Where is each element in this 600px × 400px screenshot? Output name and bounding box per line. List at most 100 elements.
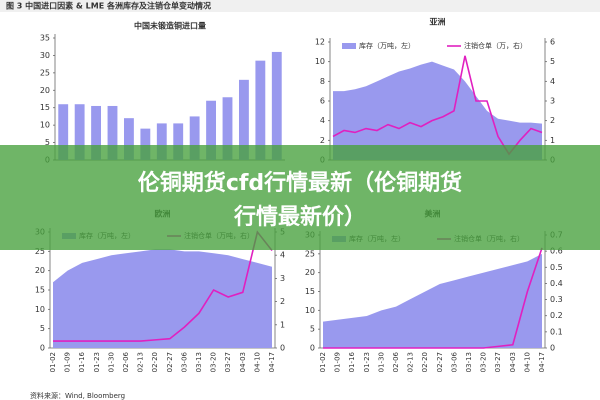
bar <box>156 123 167 160</box>
y-tick-label: 15 <box>40 103 50 112</box>
banner-line: 伦铜期货cfd行情最新（伦铜期货 <box>138 170 462 196</box>
y2-tick-label: 2 <box>550 116 555 125</box>
line <box>323 247 543 349</box>
y-tick-label: 10 <box>305 306 315 315</box>
x-tick-label: 03-06 <box>450 351 458 372</box>
x-tick-label: 03-13 <box>465 352 473 372</box>
bar <box>222 97 233 160</box>
x-tick-label: 02-06 <box>122 351 130 372</box>
bar <box>271 51 282 160</box>
y-tick-label: 10 <box>40 121 50 130</box>
y2-tick-label: 3 <box>550 97 555 106</box>
x-tick-label: 02-13 <box>407 352 415 372</box>
area <box>333 61 542 160</box>
x-tick-label: 04-10 <box>523 352 531 372</box>
x-tick-label: 03-13 <box>195 352 203 372</box>
y2-tick-label: 0 <box>550 344 555 353</box>
y-tick-label: 20 <box>305 268 315 277</box>
x-tick-label: 03-27 <box>224 352 232 372</box>
y2-tick-label: 0.5 <box>550 263 563 272</box>
x-tick-label: 04-17 <box>538 352 546 372</box>
x-tick-label: 01-23 <box>93 352 101 372</box>
x-tick-label: 01-02 <box>49 352 57 372</box>
bar <box>255 60 266 160</box>
figure-title: 图 3 中国进口因素 & LME 各洲库存及注销仓单变动情况 <box>6 1 211 11</box>
y2-tick-label: 0.3 <box>550 295 563 304</box>
x-tick-label: 01-02 <box>319 352 327 372</box>
bar <box>173 123 184 160</box>
x-tick-label: 02-20 <box>151 352 159 372</box>
bar <box>124 118 134 160</box>
y-tick-label: 25 <box>305 249 315 258</box>
y-tick-label: 0 <box>310 344 315 353</box>
legend-swatch <box>342 43 356 49</box>
y-tick-label: 30 <box>40 51 50 60</box>
x-tick-label: 01-30 <box>377 352 385 372</box>
y-tick-label: 25 <box>40 68 50 77</box>
y-tick-label: 5 <box>310 325 315 334</box>
y2-tick-label: 2 <box>280 297 285 306</box>
y-tick-label: 25 <box>35 247 45 256</box>
chart-title: 亚洲 <box>430 18 446 27</box>
x-tick-label: 02-06 <box>392 351 400 372</box>
x-tick-label: 01-09 <box>334 352 342 372</box>
y2-tick-label: 3 <box>280 274 285 283</box>
chart-title: 中国未锻造铜进口量 <box>134 21 206 31</box>
area <box>53 249 272 348</box>
legend-label: 注销仓单（万，右） <box>464 41 527 50</box>
y2-tick-label: 0.4 <box>550 279 563 288</box>
y-tick-label: 0 <box>40 344 45 353</box>
y-tick-label: 12 <box>315 38 325 47</box>
x-tick-label: 04-03 <box>239 352 247 372</box>
y-tick-label: 2 <box>320 136 325 145</box>
x-tick-label: 03-20 <box>480 352 488 372</box>
header-bar <box>0 0 600 12</box>
x-tick-label: 01-16 <box>348 351 356 372</box>
bar <box>91 105 101 160</box>
x-tick-label: 01-30 <box>107 352 115 372</box>
area <box>323 253 542 348</box>
x-tick-label: 03-27 <box>494 352 502 372</box>
y2-tick-label: 0.6 <box>550 247 563 256</box>
y2-tick-label: 4 <box>550 77 555 86</box>
bar <box>189 116 200 160</box>
y-tick-label: 10 <box>35 305 45 314</box>
x-tick-label: 02-13 <box>137 352 145 372</box>
banner-line: 行情最新价） <box>233 204 366 230</box>
y2-tick-label: 0 <box>280 344 285 353</box>
charts: 中国未锻造铜进口量05101520253035亚洲024681012012345… <box>35 18 563 373</box>
x-tick-label: 01-16 <box>78 351 86 372</box>
y-tick-label: 20 <box>40 86 50 95</box>
y2-tick-label: 0.2 <box>550 311 563 320</box>
y-tick-label: 4 <box>320 116 325 125</box>
x-tick-label: 04-17 <box>268 352 276 372</box>
x-tick-label: 03-06 <box>180 351 188 372</box>
x-tick-label: 04-03 <box>509 352 517 372</box>
source: 资料来源：Wind, Bloomberg <box>30 391 125 400</box>
y2-tick-label: 0.1 <box>550 327 563 336</box>
banner <box>0 145 600 250</box>
legend-label: 库存（万吨，左） <box>359 41 415 50</box>
y-tick-label: 20 <box>35 266 45 275</box>
y-tick-label: 15 <box>35 286 45 295</box>
bar <box>74 104 85 160</box>
y-tick-label: 5 <box>40 324 45 333</box>
x-tick-label: 01-23 <box>363 352 371 372</box>
x-tick-label: 01-09 <box>64 352 72 372</box>
x-tick-label: 02-27 <box>166 352 174 372</box>
y-tick-label: 10 <box>315 57 325 66</box>
y-tick-label: 6 <box>320 97 325 106</box>
y2-tick-label: 6 <box>550 38 555 47</box>
bar <box>107 105 118 160</box>
y-tick-label: 15 <box>305 287 315 296</box>
x-tick-label: 03-20 <box>210 352 218 372</box>
y2-tick-label: 4 <box>280 251 285 260</box>
bar <box>140 128 151 160</box>
y2-tick-label: 1 <box>280 320 285 329</box>
y2-tick-label: 1 <box>550 136 555 145</box>
bar <box>206 100 216 160</box>
y-tick-label: 5 <box>45 138 50 147</box>
x-tick-label: 02-20 <box>421 352 429 372</box>
bar <box>239 79 249 160</box>
